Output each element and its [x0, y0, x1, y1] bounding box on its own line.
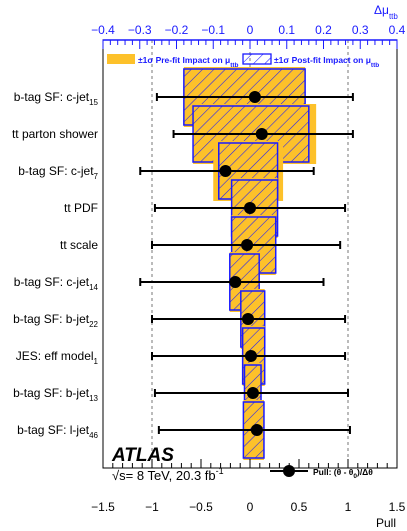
pull-marker [244, 350, 257, 362]
legend-pull-label: Pull: (θ - θ0)/Δθ [313, 467, 373, 480]
legend-postfit-label: ±1σ Post-fit Impact on μttb [274, 55, 379, 69]
pull-marker [219, 165, 232, 177]
category-label: b-tag SF: b-jet13 [13, 386, 98, 403]
top-tick-label: −0.4 [91, 23, 115, 37]
legend-pull-marker [283, 465, 295, 477]
pull-marker [248, 91, 261, 103]
bottom-axis-title: Pull [376, 516, 396, 530]
bottom-tick-label: 1.5 [389, 500, 406, 514]
top-tick-label: 0.3 [352, 23, 369, 37]
bottom-tick-label: 0 [247, 500, 254, 514]
top-tick-label: −0.3 [128, 23, 152, 37]
top-tick-label: −0.2 [165, 23, 189, 37]
top-tick-label: 0 [247, 23, 254, 37]
legend-postfit-swatch [242, 53, 272, 65]
top-axis-title: Δμttb [374, 3, 398, 21]
category-label: b-tag SF: c-jet7 [18, 164, 98, 181]
top-axis: −0.4 −0.3 −0.2 −0.1 0 0.1 0.2 0.3 0.4 [91, 23, 406, 49]
pull-markers [139, 91, 354, 436]
pull-marker [242, 313, 255, 325]
category-label: b-tag SF: b-jet22 [13, 312, 98, 329]
category-label: b-tag SF: c-jet15 [14, 90, 99, 107]
top-tick-label: 0.4 [389, 23, 406, 37]
category-label: tt parton shower [12, 127, 98, 141]
category-label: tt scale [60, 238, 98, 252]
legend-prefit-label: ±1σ Pre-fit Impact on μttb [138, 55, 239, 69]
atlas-label: ATLAS [111, 445, 174, 466]
category-label: JES: eff model1 [16, 349, 99, 366]
pull-marker [250, 424, 263, 436]
pull-marker [241, 239, 254, 251]
category-label: tt PDF [64, 201, 98, 215]
pull-marker [229, 276, 242, 288]
bottom-tick-label: 0.5 [291, 500, 308, 514]
category-labels: b-tag SF: c-jet15 tt parton shower b-tag S… [12, 90, 99, 440]
legend: ±1σ Pre-fit Impact on μttb ±1σ Post-fit … [107, 53, 379, 480]
top-tick-label: −0.1 [201, 23, 225, 37]
legend-prefit-swatch [107, 54, 135, 64]
category-label: b-tag SF: l-jet46 [17, 423, 98, 440]
pull-marker [255, 128, 268, 140]
bottom-axis: −1.5 −1 −0.5 0 0.5 1 1.5 [91, 459, 406, 514]
pull-marker [244, 202, 256, 214]
impact-bands [183, 67, 317, 460]
top-tick-label: 0.2 [315, 23, 332, 37]
bottom-tick-label: −0.5 [189, 500, 213, 514]
bottom-tick-label: −1 [145, 500, 159, 514]
pull-marker [246, 387, 259, 399]
top-tick-label: 0.1 [278, 23, 295, 37]
bottom-tick-label: −1.5 [91, 500, 115, 514]
energy-lumi-label: √s= 8 TeV, 20.3 fb-1 [112, 466, 224, 483]
category-label: b-tag SF: c-jet14 [14, 275, 99, 292]
bottom-tick-label: 1 [345, 500, 352, 514]
